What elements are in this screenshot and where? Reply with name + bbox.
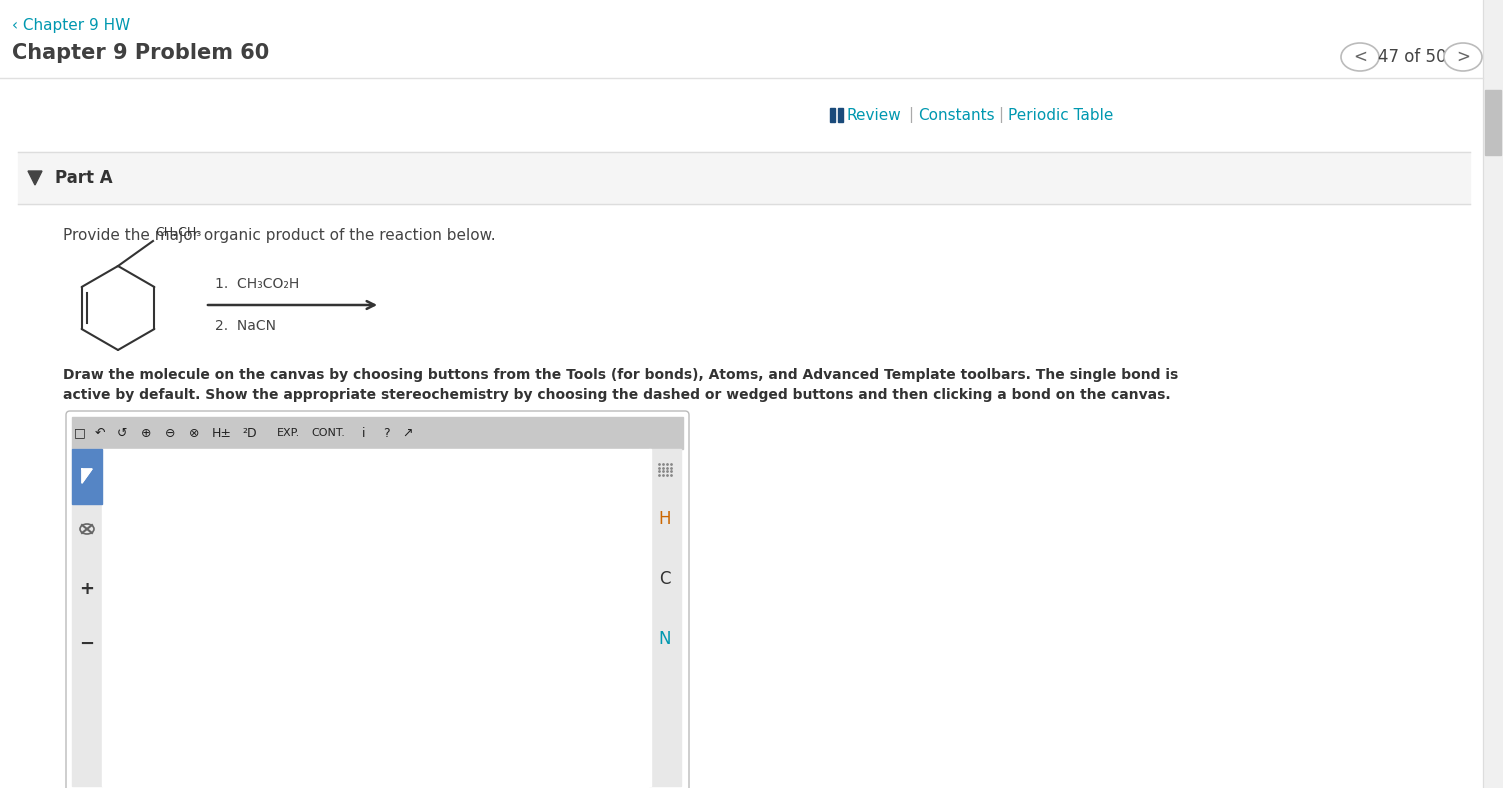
Text: |: | [998,107,1003,123]
Bar [18,152,1470,204]
Text: active by default. Show the appropriate stereochemistry by choosing the dashed o: active by default. Show the appropriate … [63,388,1171,402]
Text: ⊗: ⊗ [189,426,200,440]
Text: H: H [658,510,672,528]
Text: C: C [660,570,670,588]
Bar [839,108,843,122]
Ellipse shape [1341,43,1378,71]
Text: Review: Review [848,107,902,122]
Text: ‹ Chapter 9 HW: ‹ Chapter 9 HW [12,18,131,33]
Bar [1485,90,1501,155]
Text: +: + [80,580,95,598]
Text: EXP.: EXP. [277,428,299,438]
Bar [72,449,102,504]
Text: ↶: ↶ [95,426,105,440]
Text: H±: H± [212,426,231,440]
Polygon shape [83,469,92,483]
Text: ²D: ²D [242,426,257,440]
Text: Periodic Table: Periodic Table [1009,107,1114,122]
Bar [72,449,102,786]
Text: ↗: ↗ [403,426,413,440]
Text: Part A: Part A [56,169,113,187]
Text: Chapter 9 Problem 60: Chapter 9 Problem 60 [12,43,269,63]
FancyBboxPatch shape [66,411,688,788]
Ellipse shape [1444,43,1482,71]
Text: ↺: ↺ [117,426,128,440]
Text: Draw the molecule on the canvas by choosing buttons from the Tools (for bonds), : Draw the molecule on the canvas by choos… [63,368,1178,382]
Text: 2.  NaCN: 2. NaCN [215,319,277,333]
Text: CONT.: CONT. [311,428,344,438]
Bar [102,449,651,786]
Text: >: > [1456,48,1470,66]
Bar [1483,0,1503,788]
Text: N: N [658,630,672,648]
Text: <: < [1353,48,1368,66]
Text: |: | [908,107,914,123]
Text: −: − [80,635,95,653]
Text: i: i [362,426,365,440]
Text: CH₂CH₃: CH₂CH₃ [155,226,201,239]
Text: 47 of 50: 47 of 50 [1378,48,1446,66]
Text: 1.  CH₃CO₂H: 1. CH₃CO₂H [215,277,299,291]
Text: ?: ? [383,426,389,440]
Bar [72,417,682,449]
Text: □: □ [74,426,86,440]
Text: ⊖: ⊖ [165,426,176,440]
Text: ⊕: ⊕ [141,426,152,440]
Bar [649,449,681,786]
Polygon shape [29,171,42,185]
Text: Provide the major organic product of the reaction below.: Provide the major organic product of the… [63,228,496,243]
Bar [830,108,836,122]
Text: Constants: Constants [918,107,995,122]
